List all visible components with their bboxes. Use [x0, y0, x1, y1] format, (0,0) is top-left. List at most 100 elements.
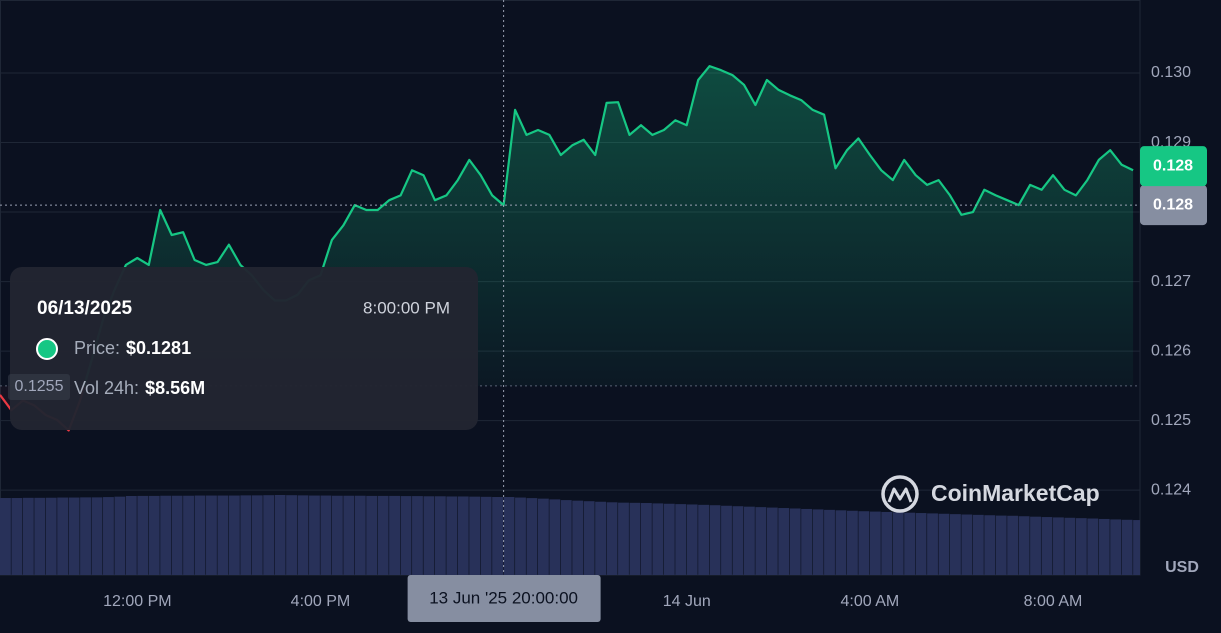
last-price-label: 0.128 [1153, 157, 1193, 174]
volume-bar [537, 498, 549, 575]
volume-bar [206, 495, 217, 575]
volume-bar [343, 495, 355, 575]
volume-bar [331, 495, 343, 575]
volume-bar [709, 505, 721, 575]
volume-bar [766, 507, 778, 575]
volume-bar [45, 497, 57, 575]
price-line [0, 65, 1134, 432]
volume-bars [0, 495, 1140, 575]
volume-bar [137, 495, 149, 575]
volume-bar [652, 503, 664, 575]
volume-bar [263, 495, 275, 575]
volume-bar [34, 497, 46, 575]
volume-bar [549, 499, 561, 575]
volume-bar [492, 497, 504, 575]
volume-bar [869, 511, 881, 575]
volume-bar [1098, 518, 1110, 575]
volume-bar [480, 496, 492, 575]
volume-bar [148, 495, 160, 575]
volume-bar [412, 496, 423, 575]
baseline-label: 0.1255 [15, 378, 64, 395]
y-tick-label: 0.127 [1151, 273, 1191, 290]
y-tick-label: 0.130 [1151, 64, 1191, 81]
last-price-badge [1140, 146, 1207, 187]
volume-bar [789, 508, 801, 575]
volume-bar [629, 502, 641, 575]
volume-bar [881, 511, 893, 575]
volume-bar [91, 497, 103, 575]
volume-bar [950, 514, 961, 575]
volume-bar [801, 508, 813, 575]
volume-bar [423, 496, 435, 575]
volume-bar [606, 502, 618, 575]
y-tick-label: 0.125 [1151, 412, 1191, 429]
volume-bar [515, 497, 526, 575]
tooltip-time: 8:00:00 PM [363, 298, 450, 317]
volume-bar [892, 512, 904, 575]
tooltip-value: $0.1281 [126, 338, 191, 358]
watermark: CoinMarketCap [931, 480, 1100, 506]
volume-bar [457, 496, 469, 575]
watermark-logo-mark [887, 487, 913, 503]
volume-bar [663, 503, 675, 575]
x-tick-label: 4:00 AM [841, 593, 900, 610]
x-tick-label: 14 Jun [663, 593, 711, 610]
volume-bar [251, 495, 263, 575]
tooltip-label: Vol 24h: [74, 378, 139, 398]
tooltip-row: Vol 24h: $8.56M [74, 378, 205, 398]
volume-bar [1041, 517, 1053, 575]
volume-bar [286, 495, 297, 575]
volume-bar [686, 504, 698, 575]
volume-bar [572, 500, 584, 575]
baseline-badge [8, 374, 70, 400]
volume-bar [1007, 515, 1019, 575]
volume-bar [698, 504, 710, 575]
volume-bar [743, 506, 755, 575]
watermark-logo [881, 475, 919, 513]
tooltip-row: Price: $0.1281 [74, 338, 191, 358]
volume-bar [984, 515, 996, 575]
volume-bar [938, 513, 950, 575]
volume-bar [721, 505, 732, 575]
volume-bar [1064, 517, 1076, 575]
currency-label: USD [1165, 559, 1199, 576]
volume-bar [1087, 518, 1099, 575]
volume-bar [1110, 519, 1122, 575]
y-tick-label: 0.124 [1151, 481, 1191, 498]
volume-bar [68, 497, 80, 575]
crosshair-x-badge [407, 575, 601, 622]
volume-bar [228, 495, 240, 575]
volume-bar [0, 498, 11, 575]
volume-bar [503, 497, 515, 575]
volume-bar [858, 511, 870, 575]
volume-bar [904, 512, 916, 575]
volume-bar [824, 509, 835, 575]
volume-bar [846, 510, 858, 575]
volume-bar [560, 500, 572, 575]
volume-bar [366, 495, 378, 575]
volume-bar [114, 496, 126, 575]
volume-bar [434, 496, 446, 575]
x-tick-label: 8:00 AM [1024, 593, 1083, 610]
volume-bar [972, 514, 984, 575]
x-tick-label: 4:00 PM [291, 593, 351, 610]
overlay: 0.1240.1250.1260.1270.1280.1290.13012:00… [0, 0, 1207, 622]
volume-bar [354, 495, 366, 575]
volume-bar [446, 496, 458, 575]
tooltip-box [10, 267, 478, 430]
volume-bar [320, 495, 332, 575]
volume-bar [274, 495, 286, 575]
volume-bar [1018, 516, 1030, 575]
volume-bar [1133, 520, 1140, 575]
volume-bar [1121, 519, 1133, 575]
volume-bar [389, 495, 401, 575]
volume-bar [835, 510, 847, 575]
volume-bar [171, 495, 183, 575]
volume-bar [183, 495, 194, 575]
volume-bar [125, 496, 137, 575]
volume-bar [309, 495, 320, 575]
volume-bar [297, 495, 309, 575]
y-tick-label: 0.126 [1151, 342, 1191, 359]
